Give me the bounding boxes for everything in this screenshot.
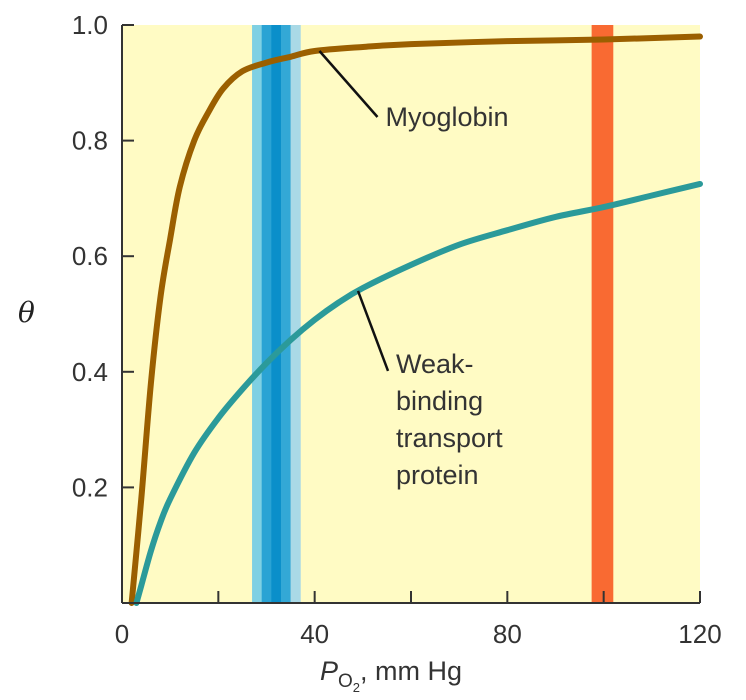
x-tick-label-0: 0	[115, 619, 129, 649]
band-0-stripe-1	[261, 25, 272, 603]
annotation-0-label: Myoglobin	[385, 102, 508, 132]
band-0-stripe-0	[252, 25, 263, 603]
y-tick-label-0: 0.2	[72, 472, 108, 502]
labels-layer: 0 40 80 120 0.2 0.4 0.6 0.8 1.0	[72, 10, 722, 649]
band-0-stripe-3	[280, 25, 292, 603]
annotation-1-line-1: binding	[396, 386, 483, 416]
annotation-0-line-0: Myoglobin	[385, 102, 508, 132]
axes-layer	[121, 25, 700, 604]
x-tick-label-2: 80	[493, 619, 522, 649]
band-0-stripe-2	[271, 25, 282, 603]
bands-layer	[252, 25, 614, 603]
band-0-stripe-4	[290, 25, 301, 603]
y-tick-label-4: 1.0	[72, 10, 108, 40]
annotation-1-leader	[356, 290, 390, 372]
x-axis-symbol: P	[320, 656, 338, 686]
annotation-0-leader	[318, 50, 379, 118]
y-tick-label-2: 0.6	[72, 241, 108, 271]
x-tick-label-1: 40	[300, 619, 329, 649]
x-axis-units: , mm Hg	[360, 656, 462, 686]
x-axis-subscript: O	[338, 671, 353, 692]
y-tick-label-3: 0.8	[72, 126, 108, 156]
annotation-1-label: Weak-binding transport protein	[396, 349, 503, 490]
series-layer	[128, 33, 703, 606]
y-tick-label-1: 0.4	[72, 357, 108, 387]
annotations-layer: Myoglobin Weak-binding transport protein	[318, 50, 509, 490]
x-tick-label-3: 120	[678, 619, 721, 649]
y-axis-title: θ	[18, 296, 35, 329]
series-line-0	[128, 33, 703, 606]
annotation-1-line-2: transport	[396, 423, 503, 453]
x-axis-sub-subscript: 2	[353, 680, 360, 695]
series-line-1	[133, 180, 703, 606]
annotation-1-line-3: protein	[396, 460, 479, 490]
annotation-1-line-0: Weak-	[396, 349, 474, 379]
axis-ticks	[122, 24, 701, 603]
x-axis-title: PO2, mm Hg	[320, 656, 462, 695]
band-1	[591, 25, 614, 603]
